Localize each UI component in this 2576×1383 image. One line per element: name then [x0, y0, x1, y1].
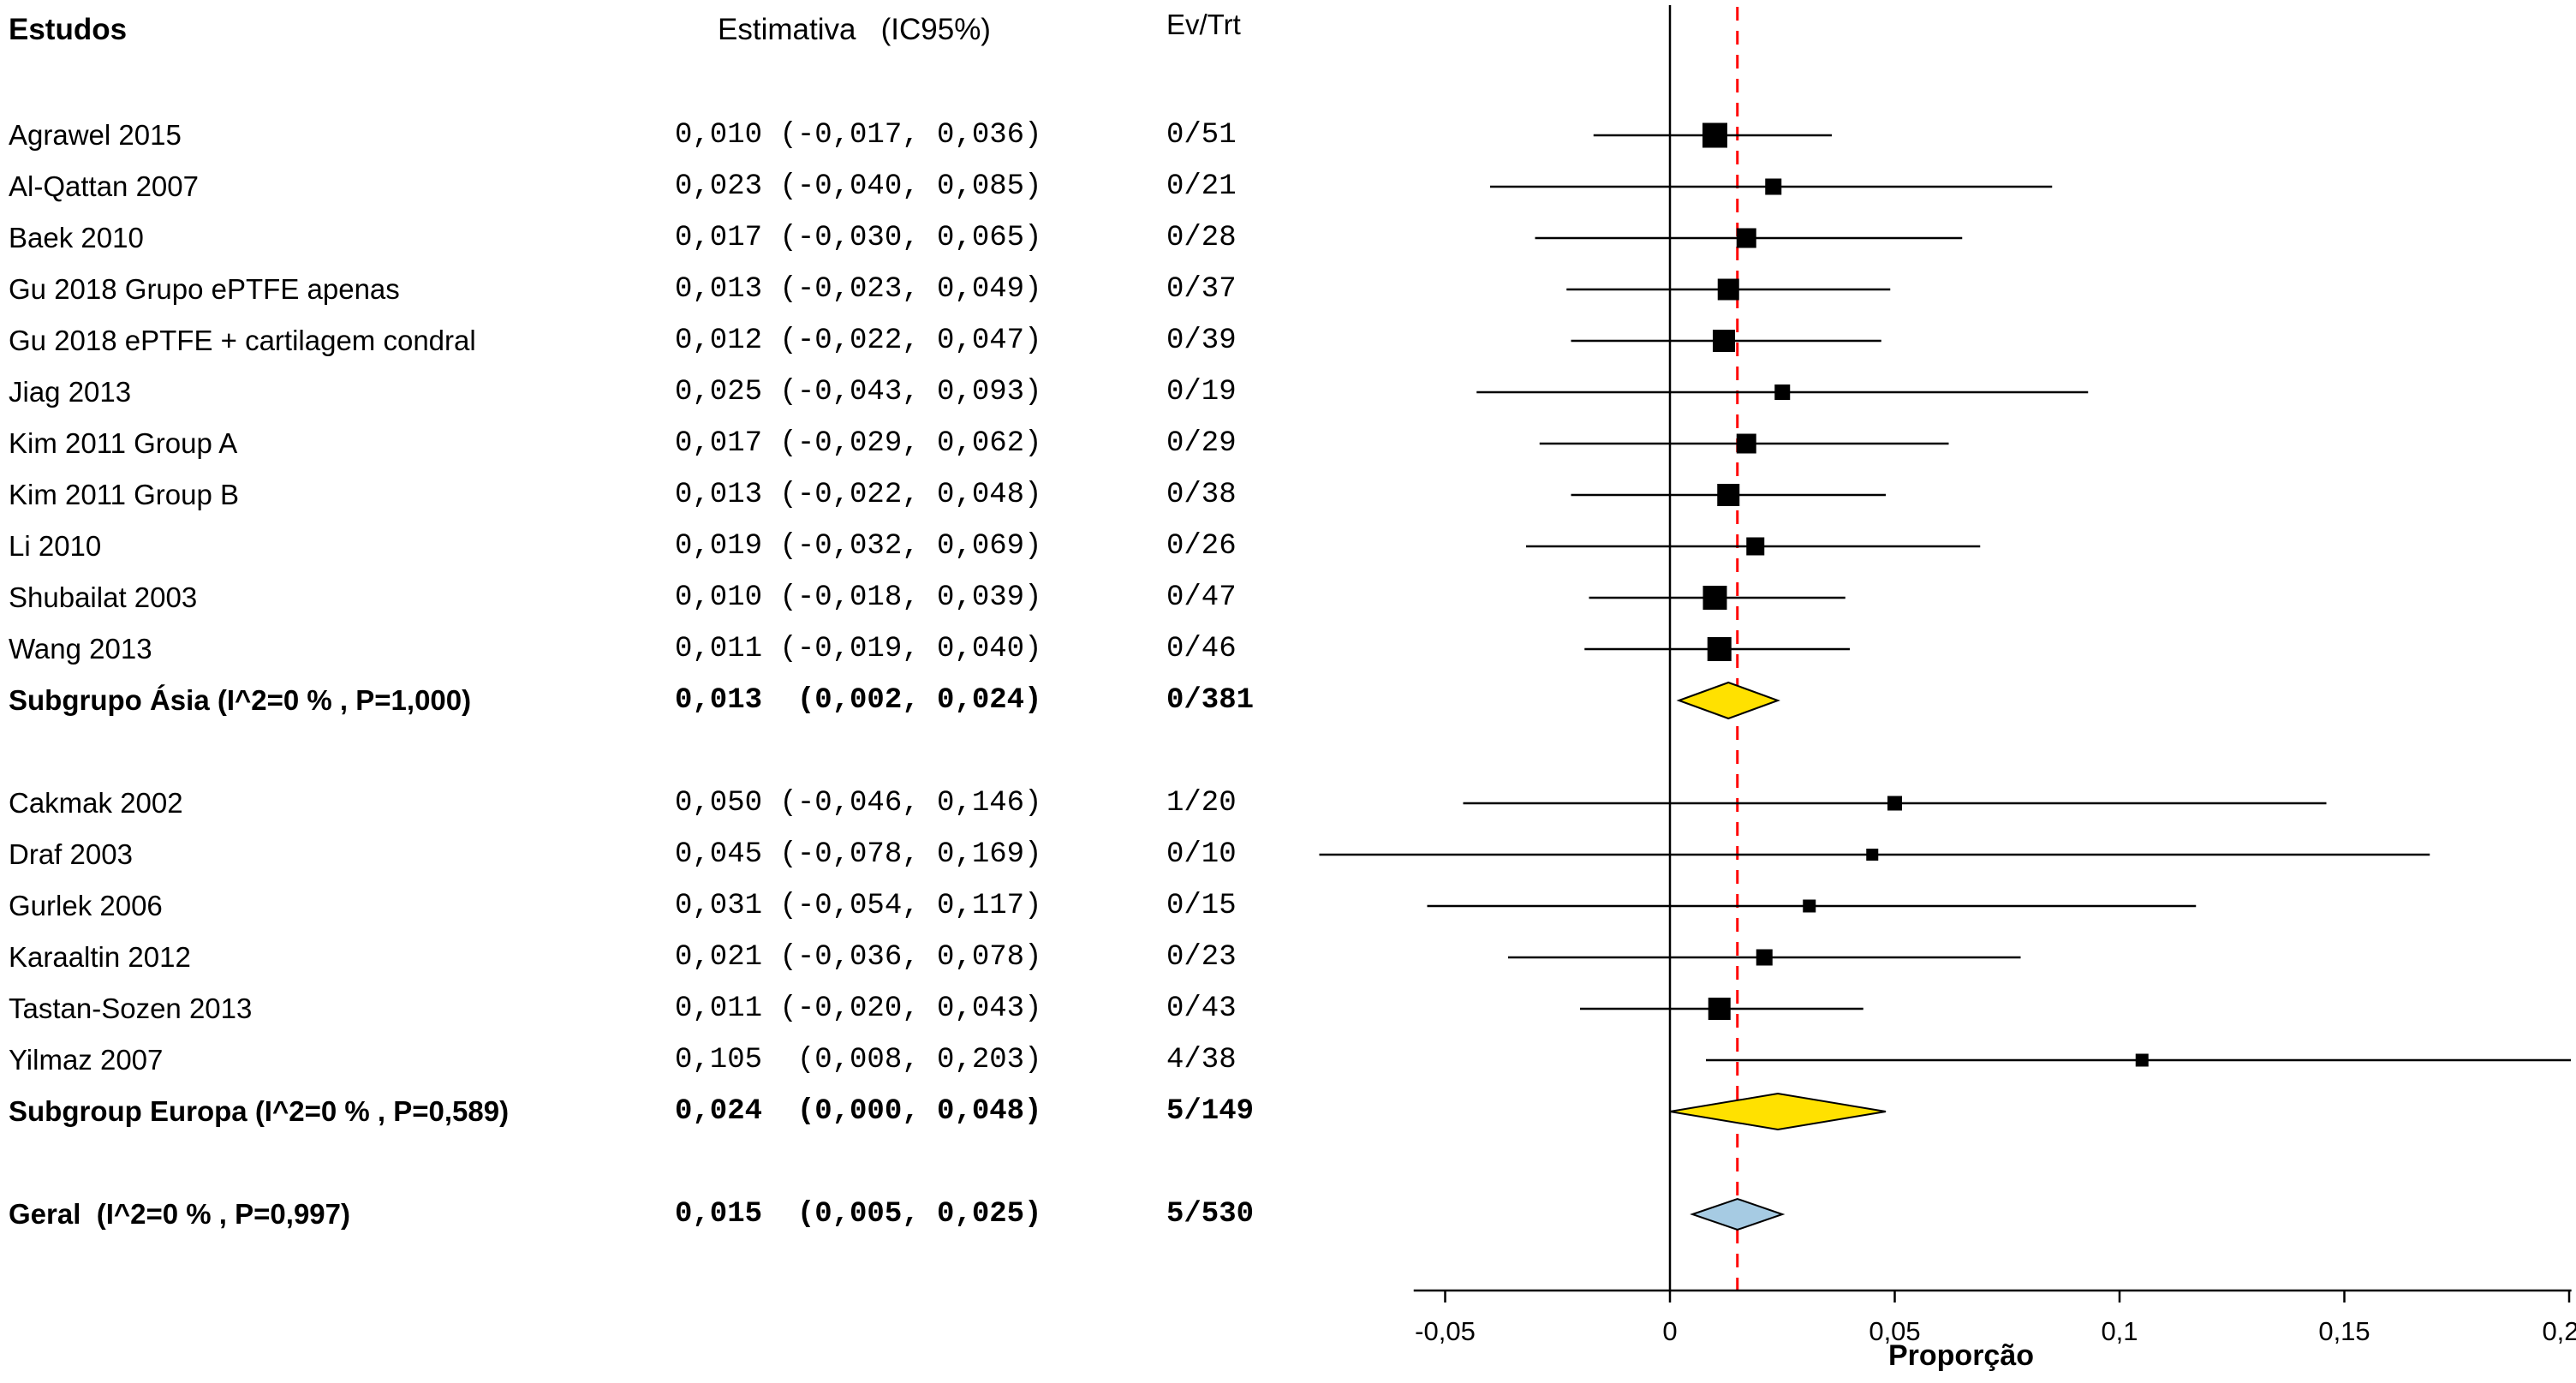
events-value: 1/20: [1166, 787, 1237, 820]
study-label: Subgroup Europa (I^2=0 % , P=0,589): [9, 1095, 510, 1127]
events-value: 0/26: [1166, 530, 1237, 563]
estimate-square: [1707, 637, 1732, 661]
column-header-estimate: Estimativa (IC95%): [718, 13, 991, 46]
study-label: Gu 2018 Grupo ePTFE apenas: [9, 273, 400, 305]
subgroup-diamond: [1676, 681, 1780, 720]
study-label: Tastan-Sozen 2013: [9, 993, 253, 1024]
subgroup-diamond: [1669, 1092, 1887, 1131]
study-label: Agrawel 2015: [9, 119, 182, 151]
estimate-value: 0,045 (-0,078, 0,169): [675, 838, 1042, 871]
estimate-value: 0,011 (-0,019, 0,040): [675, 633, 1042, 665]
study-label: Gu 2018 ePTFE + cartilagem condral: [9, 325, 476, 356]
study-label: Gurlek 2006: [9, 890, 163, 921]
estimate-value: 0,019 (-0,032, 0,069): [675, 530, 1042, 563]
study-label: Yilmaz 2007: [9, 1044, 164, 1076]
estimate-square: [2135, 1053, 2149, 1067]
estimate-square: [1887, 796, 1902, 811]
estimate-square: [1736, 433, 1756, 454]
events-value: 0/23: [1166, 941, 1237, 974]
study-label: Kim 2011 Group A: [9, 427, 238, 459]
estimate-value: 0,010 (-0,018, 0,039): [675, 581, 1042, 614]
study-label: Geral (I^2=0 % , P=0,997): [9, 1198, 350, 1230]
estimate-square: [1774, 384, 1791, 400]
events-value: 0/15: [1166, 890, 1237, 922]
estimate-value: 0,024 (0,000, 0,048): [675, 1095, 1042, 1128]
events-value: 0/37: [1166, 273, 1237, 306]
events-value: 0/19: [1166, 376, 1237, 408]
events-value: 0/39: [1166, 325, 1237, 357]
events-value: 0/381: [1166, 684, 1255, 717]
events-value: 4/38: [1166, 1044, 1237, 1076]
estimate-value: 0,017 (-0,029, 0,062): [675, 427, 1042, 460]
study-label: Baek 2010: [9, 222, 144, 253]
estimate-value: 0,021 (-0,036, 0,078): [675, 941, 1042, 974]
events-value: 0/10: [1166, 838, 1237, 871]
estimate-value: 0,105 (0,008, 0,203): [675, 1044, 1042, 1076]
estimate-value: 0,015 (0,005, 0,025): [675, 1198, 1042, 1231]
estimate-square: [1866, 849, 1879, 861]
estimate-square: [1803, 899, 1816, 913]
events-value: 0/43: [1166, 993, 1237, 1025]
estimate-square: [1713, 330, 1735, 352]
events-value: 0/38: [1166, 479, 1237, 511]
overall-diamond: [1690, 1197, 1786, 1231]
estimate-value: 0,013 (-0,022, 0,048): [675, 479, 1042, 511]
events-value: 5/530: [1166, 1198, 1255, 1231]
estimate-square: [1702, 122, 1727, 148]
study-label: Cakmak 2002: [9, 787, 183, 819]
x-axis-tick-label: 0: [1662, 1316, 1677, 1346]
estimate-square: [1708, 998, 1731, 1020]
x-axis-tick-label: -0,05: [1415, 1316, 1476, 1346]
study-label: Kim 2011 Group B: [9, 479, 240, 510]
study-label: Shubailat 2003: [9, 581, 198, 613]
x-axis-tick-label: 0,1: [2101, 1316, 2138, 1346]
estimate-value: 0,013 (0,002, 0,024): [675, 684, 1042, 717]
estimate-square: [1746, 537, 1765, 556]
x-axis-tick-label: 0,2: [2542, 1316, 2576, 1346]
x-axis-tick-label: 0,05: [1869, 1316, 1920, 1346]
events-value: 0/28: [1166, 222, 1237, 254]
column-header-evtrt: Ev/Trt: [1166, 9, 1241, 40]
events-value: 5/149: [1166, 1095, 1255, 1128]
study-label: Karaaltin 2012: [9, 941, 191, 973]
x-axis-label: Proporção: [1887, 1339, 2035, 1372]
study-label: Li 2010: [9, 530, 102, 562]
study-label: Draf 2003: [9, 838, 133, 870]
study-label: Subgrupo Ásia (I^2=0 % , P=1,000): [9, 684, 472, 716]
events-value: 0/46: [1166, 633, 1237, 665]
estimate-value: 0,013 (-0,023, 0,049): [675, 273, 1042, 306]
estimate-square: [1702, 586, 1727, 610]
estimate-square: [1765, 178, 1782, 195]
estimate-value: 0,025 (-0,043, 0,093): [675, 376, 1042, 408]
events-value: 0/51: [1166, 119, 1237, 152]
estimate-square: [1736, 228, 1756, 248]
x-axis-tick-label: 0,15: [2318, 1316, 2370, 1346]
events-value: 0/47: [1166, 581, 1237, 614]
events-value: 0/21: [1166, 170, 1237, 203]
study-label: Al-Qattan 2007: [9, 170, 199, 202]
estimate-value: 0,010 (-0,017, 0,036): [675, 119, 1042, 152]
estimate-value: 0,011 (-0,020, 0,043): [675, 993, 1042, 1025]
column-header-studies: Estudos: [9, 13, 128, 46]
estimate-value: 0,023 (-0,040, 0,085): [675, 170, 1042, 203]
study-label: Jiag 2013: [9, 376, 132, 408]
events-value: 0/29: [1166, 427, 1237, 460]
estimate-square: [1756, 949, 1773, 966]
estimate-square: [1717, 484, 1740, 506]
estimate-value: 0,012 (-0,022, 0,047): [675, 325, 1042, 357]
estimate-value: 0,050 (-0,046, 0,146): [675, 787, 1042, 820]
estimate-square: [1717, 278, 1739, 301]
estimate-value: 0,017 (-0,030, 0,065): [675, 222, 1042, 254]
estimate-value: 0,031 (-0,054, 0,117): [675, 890, 1042, 922]
study-label: Wang 2013: [9, 633, 152, 665]
